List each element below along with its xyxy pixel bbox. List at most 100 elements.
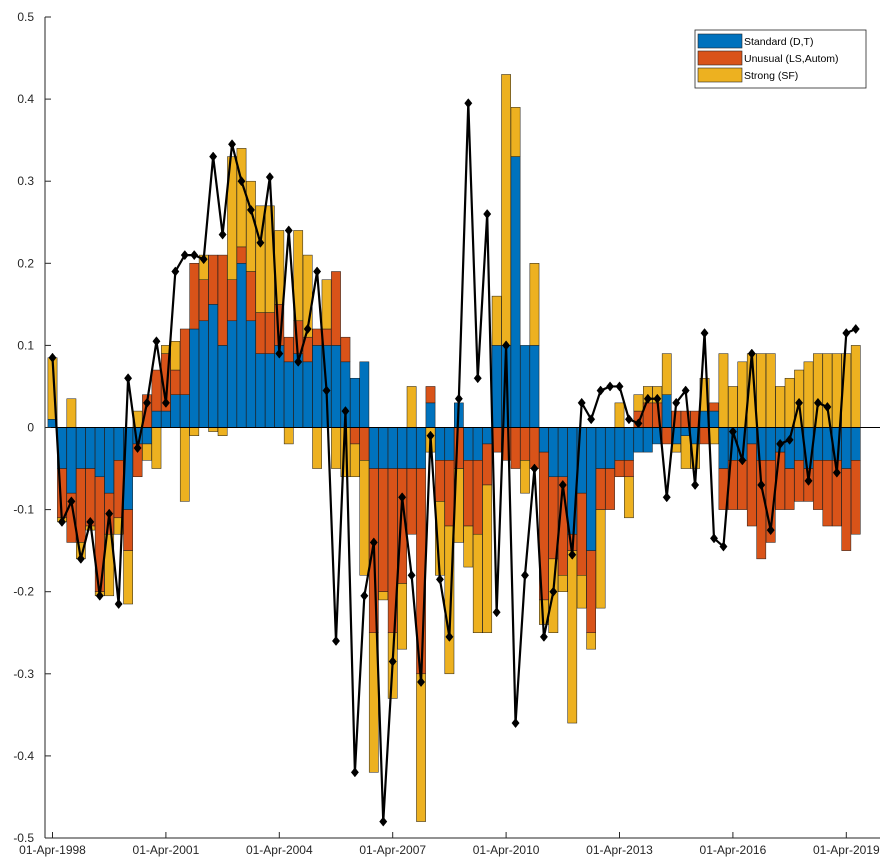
y-tick-label: 0.4 (17, 92, 34, 106)
bar-unusual (746, 443, 757, 527)
y-tick-label: -0.5 (13, 831, 34, 845)
total-point-marker (369, 537, 378, 548)
bar-standard (425, 402, 436, 428)
total-point-marker (152, 336, 161, 347)
bar-standard (161, 410, 171, 428)
bar-unusual (510, 427, 521, 469)
bar-strong (312, 427, 322, 469)
total-point-marker (171, 266, 180, 277)
bar-unusual (208, 254, 219, 305)
total-point-marker (379, 816, 388, 827)
bar-strong (321, 279, 332, 330)
bar-standard (208, 304, 219, 428)
x-tick-label: 01-Apr-2007 (359, 843, 426, 857)
legend-swatch (697, 50, 743, 66)
bar-standard (312, 345, 322, 428)
total-point-marker (832, 467, 841, 478)
bar-standard (255, 353, 266, 428)
total-point-marker (67, 496, 76, 507)
total-point-marker (426, 430, 435, 441)
total-point-marker (747, 348, 756, 359)
bar-strong (510, 107, 521, 157)
bar-standard (482, 427, 493, 445)
total-point-marker (209, 151, 218, 162)
bar-unusual (444, 460, 455, 527)
total-point-marker (284, 225, 293, 236)
bar-unusual (406, 468, 417, 535)
y-tick-label: 0.2 (17, 256, 34, 270)
bar-unusual (624, 460, 634, 478)
total-point-marker (237, 176, 246, 187)
bar-strong (463, 525, 474, 568)
bar-unusual (813, 460, 823, 510)
total-point-marker (653, 393, 662, 404)
bar-standard (387, 427, 398, 469)
bar-strong (491, 295, 502, 346)
bar-strong (227, 156, 237, 280)
total-point-marker (813, 397, 822, 408)
bar-unusual (425, 386, 436, 404)
bar-strong (416, 673, 426, 822)
bar-standard (350, 377, 360, 428)
bar-unusual (482, 443, 493, 486)
x-tick-label: 01-Apr-2016 (700, 843, 767, 857)
bar-unusual (737, 460, 748, 510)
bar-strong (567, 550, 578, 724)
total-point-marker (398, 492, 407, 503)
total-point-marker (180, 250, 189, 261)
bar-strong (255, 205, 266, 313)
bar-standard (189, 328, 200, 428)
bar-standard (113, 427, 124, 461)
bar-standard (406, 427, 417, 469)
bar-unusual (170, 369, 181, 395)
y-tick-label: -0.1 (13, 503, 34, 517)
bar-standard (520, 345, 530, 428)
x-tick-label: 01-Apr-2001 (133, 843, 200, 857)
bar-standard (472, 427, 483, 461)
bar-strong (217, 427, 228, 436)
total-point-marker (530, 463, 539, 474)
y-tick-label: 0.1 (17, 338, 34, 352)
bar-strong (359, 460, 370, 576)
total-point-marker (492, 607, 501, 618)
total-point-marker (199, 254, 208, 265)
bar-standard (283, 361, 294, 428)
total-point-marker (577, 397, 586, 408)
legend-swatch (697, 67, 743, 83)
bar-strong (756, 353, 767, 428)
bar-strong (595, 509, 606, 609)
bar-unusual (435, 460, 445, 502)
y-tick-label: -0.3 (13, 667, 34, 681)
total-point-marker (568, 549, 577, 560)
total-point-marker (520, 570, 530, 581)
total-point-marker (95, 590, 104, 601)
bar-unusual (576, 492, 587, 576)
bar-unusual (586, 550, 596, 634)
legend-entry-label: Strong (SF) (744, 70, 798, 82)
bar-unusual (340, 336, 351, 363)
bar-standard (368, 427, 379, 469)
axes-group: -0.5 -0.4 -0.3 -0.2 -0.1 0 0.1 0.2 0.3 0.4 0.5 01-A… (13, 10, 880, 857)
total-point-marker (142, 397, 152, 408)
total-point-marker (549, 586, 558, 597)
total-point-marker (785, 434, 794, 445)
bar-strong (709, 427, 719, 445)
bar-standard (643, 427, 653, 453)
bar-standard (246, 320, 256, 428)
bar-unusual (255, 312, 266, 354)
total-line-group (48, 98, 860, 827)
bar-standard (746, 427, 757, 445)
bar-standard (331, 345, 341, 428)
x-tick-label: 01-Apr-2010 (473, 843, 540, 857)
bar-strong (331, 427, 341, 469)
total-point-marker (417, 677, 426, 688)
bar-standard (416, 427, 426, 469)
bar-strong (557, 575, 568, 592)
bar-unusual (151, 369, 162, 412)
bar-strong (378, 591, 389, 601)
bar-standard (170, 394, 181, 428)
bar-strong (444, 525, 455, 675)
bar-strong (406, 386, 417, 428)
bar-standard (142, 427, 152, 445)
total-point-marker (294, 356, 303, 367)
